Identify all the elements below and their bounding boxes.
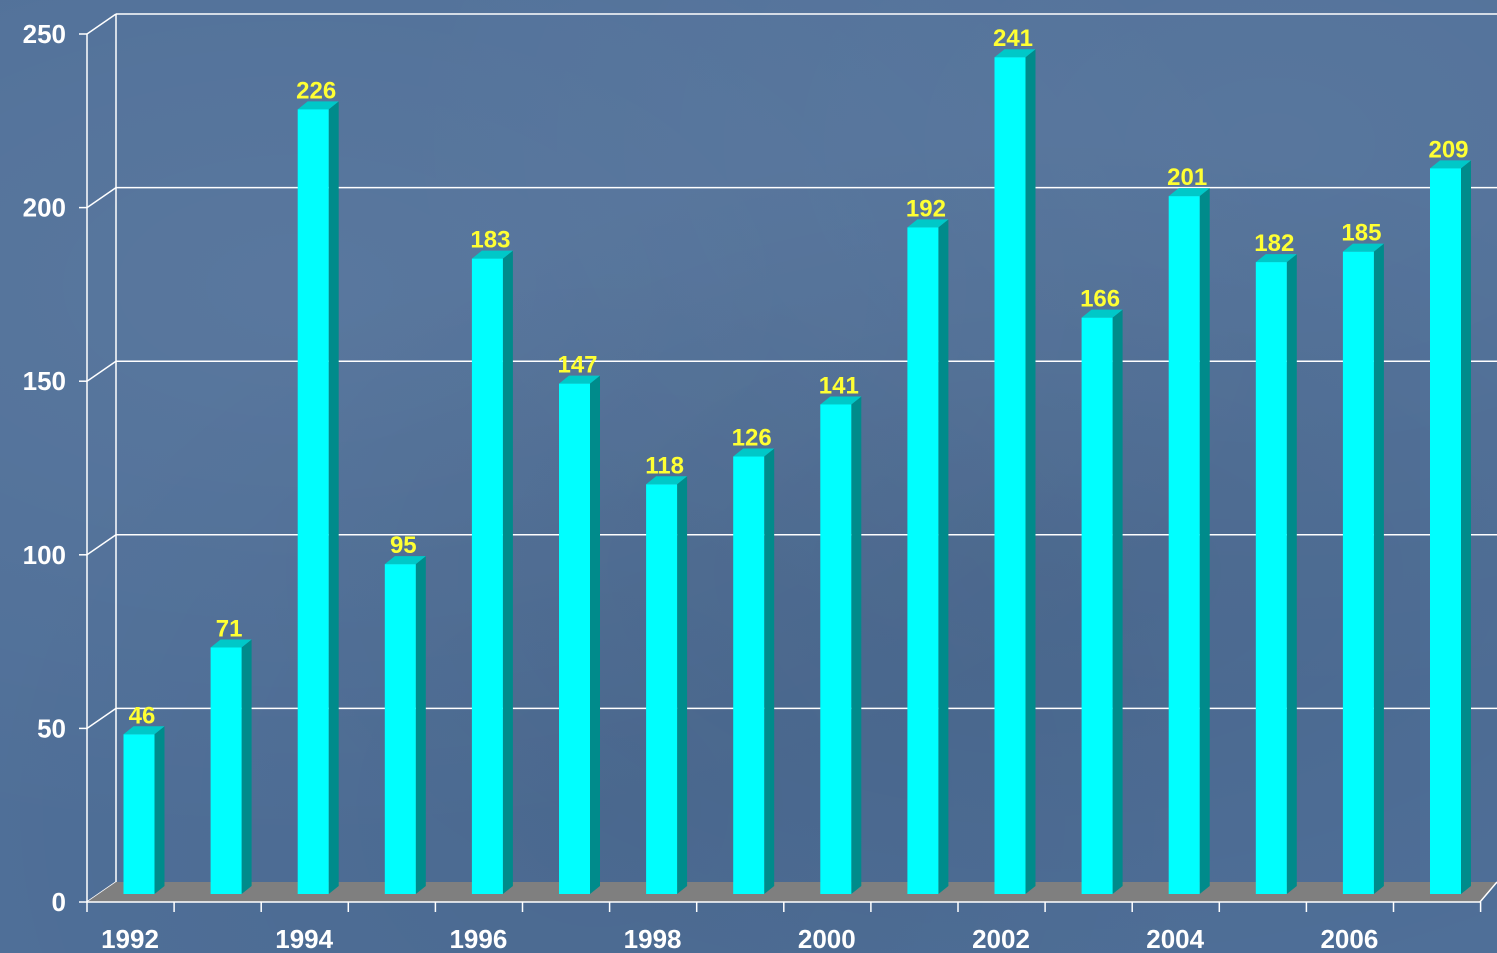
value-label-2004: 201 (1167, 164, 1207, 191)
value-label-2005: 182 (1254, 230, 1294, 257)
value-label-1996: 183 (470, 227, 510, 254)
bar-front (472, 259, 503, 894)
bar-1997 (559, 376, 600, 894)
bar-1992 (124, 726, 165, 894)
bar-1999 (733, 449, 774, 894)
bar-front (646, 484, 677, 894)
bar-side (1026, 49, 1036, 894)
x-tick-label-1994: 1994 (275, 924, 333, 953)
y-tick-label-200: 200 (23, 193, 66, 223)
bar-front (907, 227, 938, 894)
bar-front (995, 57, 1026, 894)
bar-2000 (820, 396, 861, 894)
x-tick-label-2004: 2004 (1146, 924, 1204, 953)
y-tick-label-100: 100 (23, 540, 66, 570)
x-tick-label-2000: 2000 (798, 924, 856, 953)
bar-2003 (1082, 310, 1123, 894)
bar-1993 (211, 639, 252, 894)
value-label-2002: 241 (993, 25, 1033, 52)
bar-side (1374, 244, 1384, 894)
value-label-2007: 209 (1428, 136, 1468, 163)
value-label-2001: 192 (906, 195, 946, 222)
bar-side (938, 219, 948, 894)
bar-front (820, 404, 851, 894)
value-label-1999: 126 (732, 425, 772, 452)
bar-front (1430, 168, 1461, 894)
bar-side (503, 251, 513, 894)
value-label-2003: 166 (1080, 286, 1120, 313)
bar-1998 (646, 476, 687, 894)
bar-side (416, 556, 426, 894)
bar-side (242, 639, 252, 894)
bar-front (559, 384, 590, 894)
bar-side (155, 726, 165, 894)
bars (124, 49, 1472, 894)
x-axis-tick-labels: 1992 1994 1996 1998 2000 2002 2004 2006 (101, 924, 1378, 953)
bar-side (590, 376, 600, 894)
bar-2004 (1169, 188, 1210, 894)
y-tick-label-50: 50 (37, 713, 66, 743)
bar-side (851, 396, 861, 894)
bar-side (1461, 160, 1471, 894)
bar-2006 (1343, 244, 1384, 894)
y-tick-label-0: 0 (52, 887, 66, 917)
value-label-1998: 118 (645, 452, 684, 479)
x-tick-label-1996: 1996 (449, 924, 507, 953)
y-axis-tick-labels: 0 50 100 150 200 250 (23, 19, 66, 917)
value-label-2000: 141 (819, 372, 859, 399)
bar-front (1343, 252, 1374, 894)
y-tick-label-150: 150 (23, 366, 66, 396)
bar-side (1287, 254, 1297, 894)
side-gridline-150 (87, 361, 116, 381)
bar-front (733, 457, 764, 894)
value-label-2006: 185 (1341, 220, 1381, 247)
value-label-1995: 95 (390, 532, 417, 559)
side-gridline-200 (87, 188, 116, 208)
bar-1996 (472, 251, 513, 894)
side-gridline-250 (87, 14, 116, 34)
bar-1994 (298, 101, 339, 894)
x-tick-label-1998: 1998 (624, 924, 682, 953)
bar-front (385, 564, 416, 894)
value-label-1992: 46 (129, 702, 156, 729)
bar-1995 (385, 556, 426, 894)
side-gridline-100 (87, 535, 116, 555)
x-tick-label-1992: 1992 (101, 924, 159, 953)
bar-side (1113, 310, 1123, 894)
bar-2001 (907, 219, 948, 894)
x-tick-label-2002: 2002 (972, 924, 1030, 953)
bar-side (677, 476, 687, 894)
bar-front (298, 109, 329, 894)
bar-side (1200, 188, 1210, 894)
bar-front (1256, 262, 1287, 894)
bar-2007 (1430, 160, 1471, 894)
value-label-1993: 71 (216, 615, 243, 642)
bar-side (764, 449, 774, 894)
bar-2002 (995, 49, 1036, 894)
bar-side (329, 101, 339, 894)
value-label-1997: 147 (557, 352, 597, 379)
bar-2005 (1256, 254, 1297, 894)
bar-front (1169, 196, 1200, 894)
x-tick-label-2006: 2006 (1320, 924, 1378, 953)
bar-front (124, 734, 155, 894)
side-gridline-50 (87, 708, 116, 728)
bar-front (211, 647, 242, 894)
y-tick-label-250: 250 (23, 19, 66, 49)
value-label-1994: 226 (296, 77, 336, 104)
bar-front (1082, 318, 1113, 894)
